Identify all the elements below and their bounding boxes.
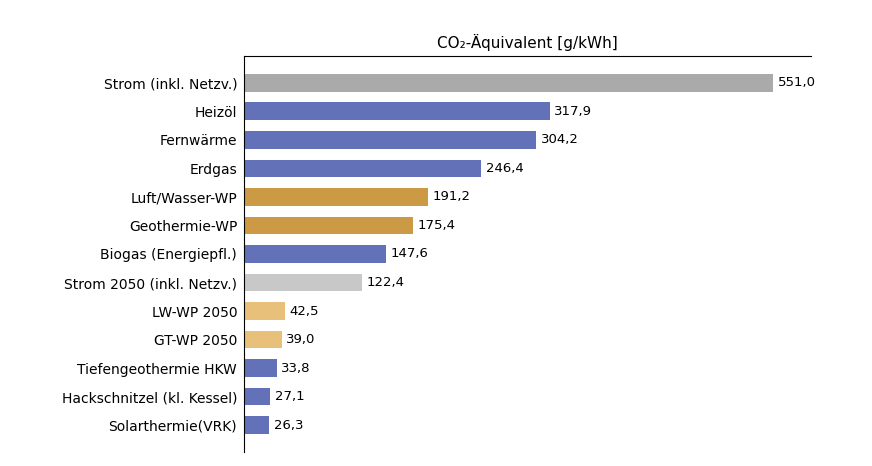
Bar	[244, 159, 480, 177]
Text: 26,3: 26,3	[274, 418, 303, 432]
Bar	[244, 331, 282, 349]
Text: 551,0: 551,0	[779, 76, 816, 89]
Bar	[244, 74, 773, 92]
Title: CO₂-Äquivalent [g/kWh]: CO₂-Äquivalent [g/kWh]	[437, 34, 618, 51]
Text: 33,8: 33,8	[282, 362, 311, 375]
Text: 39,0: 39,0	[286, 333, 316, 346]
Text: 27,1: 27,1	[275, 390, 304, 403]
Bar	[244, 131, 536, 149]
Text: 175,4: 175,4	[418, 219, 455, 232]
Text: 42,5: 42,5	[290, 305, 319, 317]
Bar	[244, 245, 386, 263]
Text: 246,4: 246,4	[486, 162, 523, 175]
Text: 122,4: 122,4	[366, 276, 405, 289]
Text: 147,6: 147,6	[391, 247, 429, 260]
Text: 317,9: 317,9	[555, 105, 592, 118]
Text: 191,2: 191,2	[433, 191, 471, 203]
Bar	[244, 103, 549, 120]
Bar	[244, 274, 362, 291]
Bar	[244, 188, 428, 206]
Bar	[244, 388, 270, 405]
Bar	[244, 217, 412, 234]
Bar	[244, 302, 285, 320]
Bar	[244, 359, 276, 377]
Bar	[244, 416, 269, 434]
Text: 304,2: 304,2	[542, 133, 579, 146]
